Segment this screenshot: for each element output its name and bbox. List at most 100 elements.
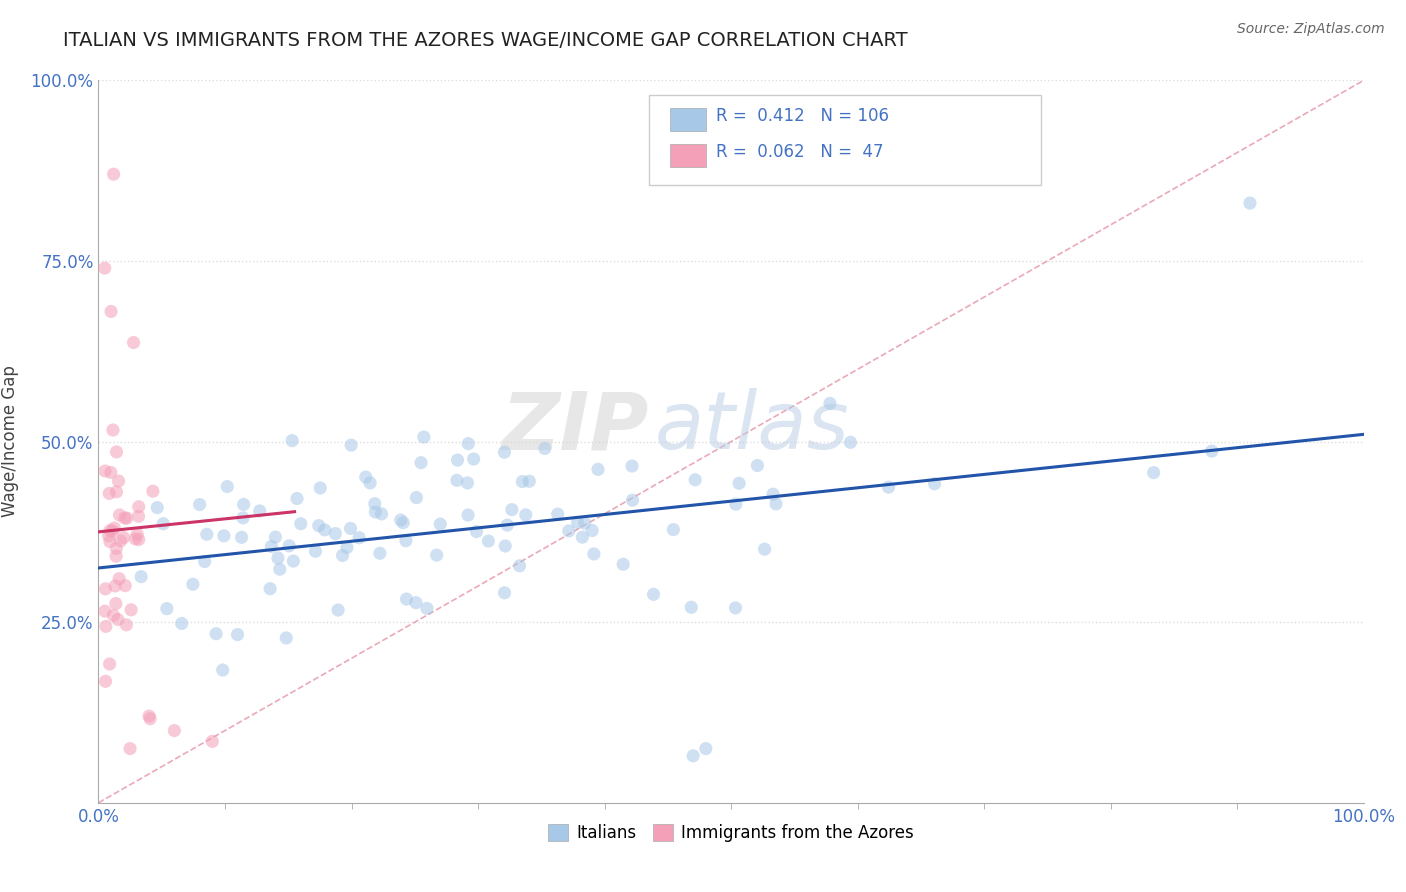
Text: R =  0.062   N =  47: R = 0.062 N = 47 xyxy=(716,143,883,161)
Point xyxy=(574,516,596,530)
Point xyxy=(188,498,211,512)
Point xyxy=(104,579,127,593)
Point xyxy=(457,508,479,522)
Point xyxy=(97,529,120,543)
Point xyxy=(98,534,121,549)
Point xyxy=(120,603,142,617)
Point xyxy=(724,497,747,511)
Point xyxy=(364,497,387,511)
Point xyxy=(818,396,841,410)
Point xyxy=(114,579,136,593)
Point xyxy=(308,518,330,533)
Point xyxy=(332,549,354,563)
Point xyxy=(232,498,254,512)
Point xyxy=(128,500,150,514)
Point xyxy=(128,509,150,524)
Point xyxy=(122,335,145,350)
Point xyxy=(370,507,392,521)
Point xyxy=(104,597,127,611)
Point xyxy=(558,524,581,538)
Point xyxy=(105,541,128,556)
Point xyxy=(347,531,370,545)
Point xyxy=(152,516,174,531)
Point xyxy=(127,527,149,541)
Point xyxy=(924,476,946,491)
Point xyxy=(105,484,128,499)
Point xyxy=(276,631,298,645)
Point xyxy=(477,534,499,549)
Point xyxy=(612,558,634,572)
Point xyxy=(839,435,862,450)
Point xyxy=(314,523,336,537)
Point xyxy=(446,453,468,467)
Point xyxy=(211,663,233,677)
Point xyxy=(269,562,291,576)
Point xyxy=(101,423,124,437)
Point xyxy=(747,458,769,473)
Point xyxy=(325,526,347,541)
Point xyxy=(260,540,283,554)
Point xyxy=(259,582,281,596)
Text: atlas: atlas xyxy=(655,388,851,467)
Point xyxy=(205,626,228,640)
Point xyxy=(1239,196,1261,211)
Point xyxy=(249,504,271,518)
Point xyxy=(683,473,706,487)
Point xyxy=(695,741,717,756)
Point xyxy=(496,518,519,533)
Point xyxy=(108,508,131,522)
Point xyxy=(212,529,235,543)
Point xyxy=(877,480,900,494)
Point xyxy=(409,456,432,470)
Point xyxy=(463,452,485,467)
Text: ITALIAN VS IMMIGRANTS FROM THE AZORES WAGE/INCOME GAP CORRELATION CHART: ITALIAN VS IMMIGRANTS FROM THE AZORES WA… xyxy=(63,31,908,50)
Point xyxy=(285,491,308,506)
Point xyxy=(217,479,239,493)
Point xyxy=(156,601,179,615)
Point xyxy=(446,473,468,487)
Point xyxy=(509,558,531,573)
Point xyxy=(1201,444,1223,458)
Point xyxy=(494,539,516,553)
Text: R =  0.412   N = 106: R = 0.412 N = 106 xyxy=(716,107,889,125)
Point xyxy=(115,511,138,525)
Point xyxy=(100,304,122,318)
Point xyxy=(94,604,117,618)
Point xyxy=(517,475,540,489)
Point xyxy=(281,434,304,448)
Point xyxy=(340,438,363,452)
Point xyxy=(124,532,146,546)
Point xyxy=(326,603,349,617)
Point xyxy=(1143,466,1166,480)
Point xyxy=(682,748,704,763)
Point xyxy=(512,475,534,489)
Point xyxy=(226,627,249,641)
Point xyxy=(405,491,427,505)
Point xyxy=(94,582,117,596)
Point xyxy=(114,511,136,525)
Point xyxy=(681,600,703,615)
Point xyxy=(100,466,122,480)
Point xyxy=(621,458,644,473)
Point xyxy=(515,508,537,522)
Point xyxy=(98,524,121,538)
Point xyxy=(101,524,124,538)
Point xyxy=(115,617,138,632)
Point xyxy=(765,497,787,511)
Point xyxy=(138,709,160,723)
Point xyxy=(339,521,361,535)
Point xyxy=(231,530,253,544)
Point xyxy=(94,464,117,478)
Point xyxy=(571,530,593,544)
Point xyxy=(290,516,312,531)
Point xyxy=(107,612,129,626)
Point xyxy=(103,167,125,181)
Point xyxy=(264,530,287,544)
Point xyxy=(232,511,254,525)
Point xyxy=(163,723,186,738)
Point xyxy=(643,587,665,601)
Point xyxy=(195,527,218,541)
Point xyxy=(181,577,204,591)
Point xyxy=(336,541,359,555)
Point xyxy=(112,531,135,545)
